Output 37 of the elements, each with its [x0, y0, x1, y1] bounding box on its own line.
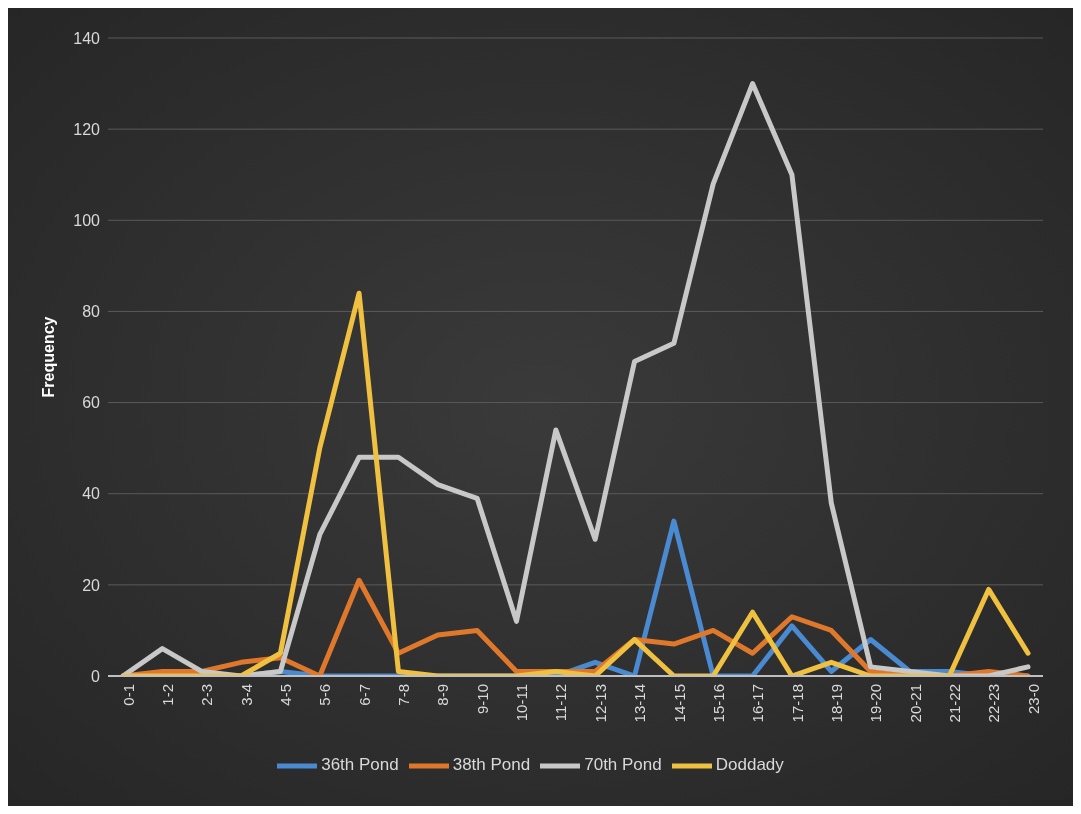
- y-tick-label: 20: [82, 576, 101, 594]
- y-tick-label: 80: [82, 303, 101, 321]
- x-tick-label: 13-14: [631, 684, 649, 723]
- x-tick-label: 17-18: [788, 684, 806, 723]
- x-tick-label: 8-9: [434, 684, 452, 706]
- x-tick-label: 6-7: [355, 684, 373, 706]
- x-tick-label: 3-4: [237, 684, 255, 706]
- y-tick-label: 100: [73, 211, 101, 229]
- x-tick-label: 11-12: [552, 684, 570, 722]
- x-tick-label: 5-6: [316, 684, 334, 706]
- x-tick-label: 20-21: [906, 684, 924, 723]
- x-tick-label: 19-20: [867, 684, 885, 723]
- x-tick-label: 4-5: [277, 684, 295, 706]
- y-tick-label: 140: [73, 29, 101, 47]
- x-tick-label: 22-23: [985, 684, 1003, 723]
- y-tick-label: 40: [82, 485, 101, 503]
- x-tick-label: 15-16: [709, 684, 727, 723]
- x-tick-label: 18-19: [827, 684, 845, 723]
- x-tick-label: 7-8: [395, 684, 413, 706]
- y-tick-label: 60: [82, 394, 101, 412]
- x-tick-label: 21-22: [945, 684, 963, 723]
- y-tick-label: 0: [91, 667, 101, 685]
- legend-label: 70th Pond: [584, 755, 662, 775]
- x-tick-label: 12-13: [591, 684, 609, 723]
- x-tick-label: 0-1: [119, 684, 137, 706]
- x-tick-label: 1-2: [159, 684, 176, 706]
- x-tick-label: 2-3: [198, 684, 216, 706]
- legend-label: 36th Pond: [321, 755, 399, 775]
- legend-label: 38th Pond: [452, 755, 531, 775]
- x-tick-label: 10-11: [513, 684, 531, 722]
- x-tick-label: 16-17: [749, 684, 767, 723]
- x-tick-label: 14-15: [670, 684, 688, 723]
- x-tick-label: 23-0: [1024, 684, 1042, 715]
- y-axis-title: Frequency: [39, 316, 57, 398]
- y-tick-label: 120: [73, 120, 101, 138]
- x-tick-label: 9-10: [473, 684, 491, 715]
- legend-label: Doddady: [715, 755, 784, 775]
